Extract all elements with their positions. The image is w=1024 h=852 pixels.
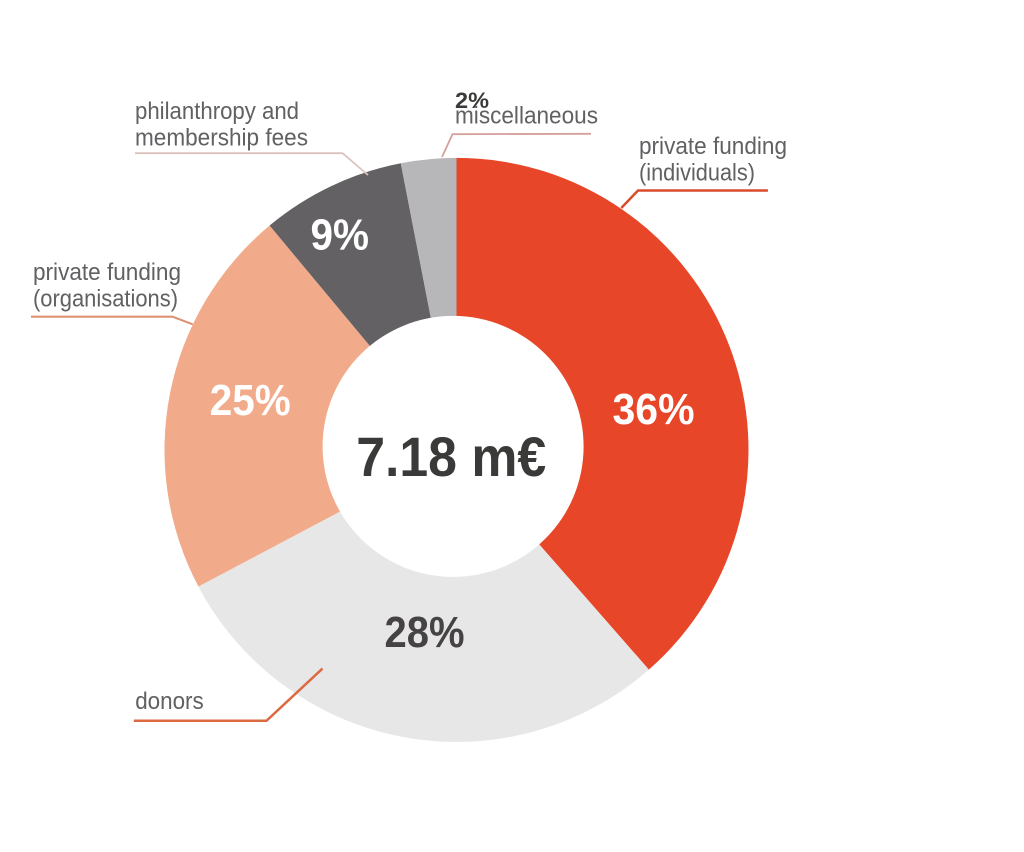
svg-text:(organisations): (organisations) bbox=[33, 285, 178, 312]
svg-text:donors: donors bbox=[135, 688, 204, 715]
svg-text:private funding: private funding bbox=[33, 259, 181, 286]
svg-text:25%: 25% bbox=[210, 377, 291, 425]
svg-text:membership fees: membership fees bbox=[135, 124, 308, 151]
svg-text:miscellaneous: miscellaneous bbox=[455, 102, 598, 129]
svg-text:philanthropy and: philanthropy and bbox=[135, 98, 299, 125]
svg-text:36%: 36% bbox=[613, 386, 695, 434]
svg-text:(individuals): (individuals) bbox=[639, 160, 755, 187]
svg-text:7.18 m€: 7.18 m€ bbox=[356, 425, 546, 488]
svg-text:2%: 2% bbox=[455, 88, 489, 113]
svg-text:28%: 28% bbox=[385, 609, 465, 657]
svg-text:9%: 9% bbox=[311, 211, 370, 259]
svg-text:private funding: private funding bbox=[639, 133, 787, 160]
